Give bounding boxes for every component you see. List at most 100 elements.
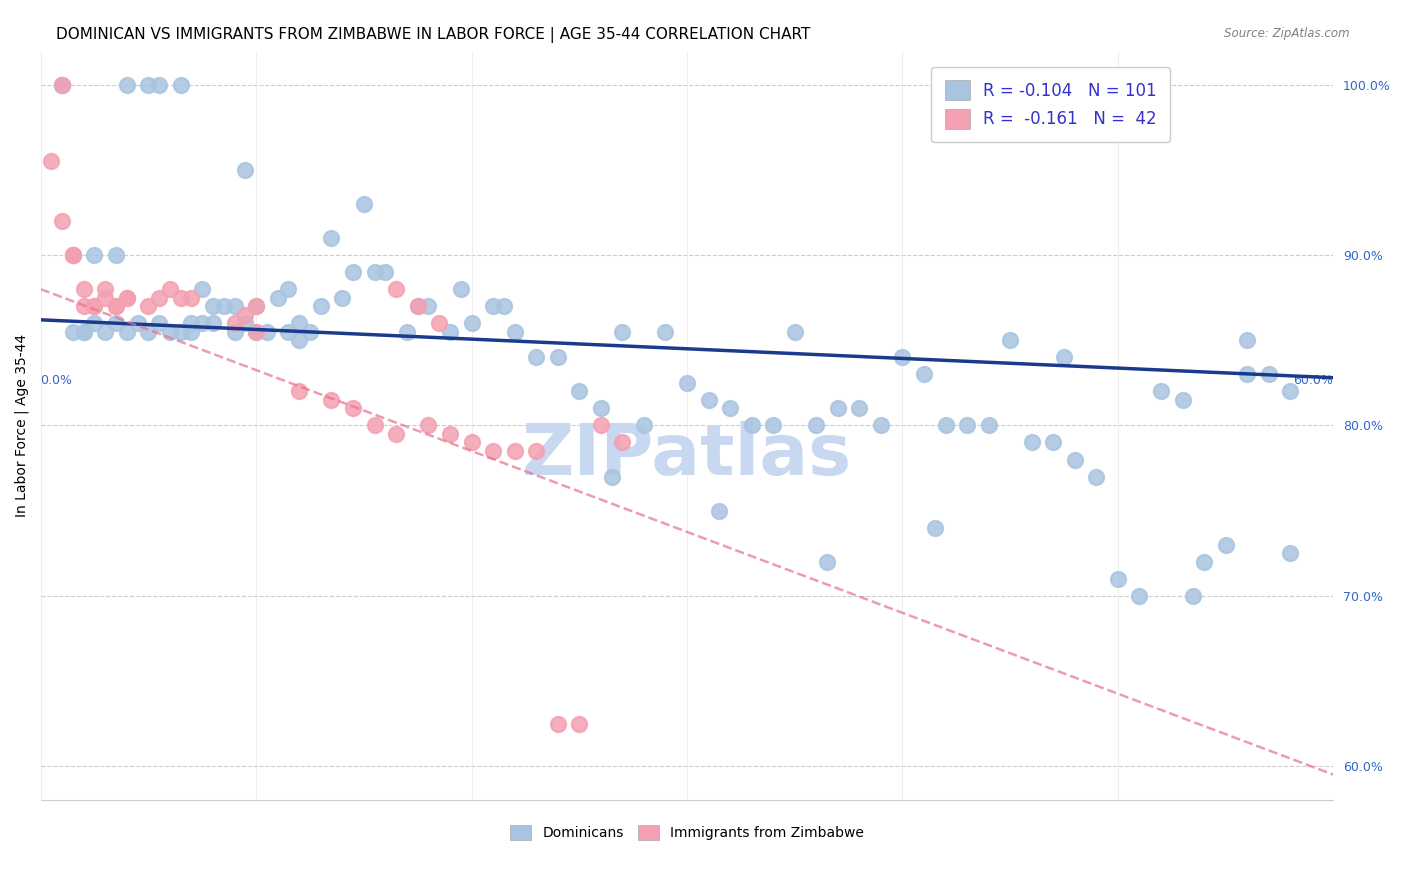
Point: [568, 384, 591, 399]
Point: [115, 291, 138, 305]
Point: [224, 299, 246, 313]
Point: [406, 299, 429, 313]
Point: [783, 325, 806, 339]
Point: [460, 316, 482, 330]
Point: [848, 401, 870, 416]
Point: [169, 78, 191, 92]
Point: [83, 316, 105, 330]
Point: [1042, 435, 1064, 450]
Point: [482, 444, 505, 458]
Point: [277, 325, 299, 339]
Point: [1192, 555, 1215, 569]
Point: [633, 418, 655, 433]
Text: 0.0%: 0.0%: [41, 375, 73, 387]
Point: [159, 325, 181, 339]
Point: [288, 316, 311, 330]
Point: [547, 351, 569, 365]
Point: [62, 325, 84, 339]
Point: [245, 299, 267, 313]
Point: [524, 444, 547, 458]
Text: ZIPatlas: ZIPatlas: [522, 421, 852, 490]
Point: [148, 316, 170, 330]
Text: Source: ZipAtlas.com: Source: ZipAtlas.com: [1225, 27, 1350, 40]
Point: [73, 299, 96, 313]
Point: [138, 299, 160, 313]
Point: [148, 78, 170, 92]
Point: [676, 376, 699, 390]
Point: [806, 418, 828, 433]
Point: [762, 418, 785, 433]
Point: [1107, 572, 1129, 586]
Point: [439, 325, 461, 339]
Point: [224, 325, 246, 339]
Point: [105, 316, 128, 330]
Point: [298, 325, 321, 339]
Point: [709, 503, 731, 517]
Point: [654, 325, 676, 339]
Point: [51, 78, 73, 92]
Point: [1053, 351, 1076, 365]
Point: [342, 265, 364, 279]
Point: [439, 426, 461, 441]
Point: [589, 401, 612, 416]
Point: [41, 154, 63, 169]
Point: [180, 316, 202, 330]
Point: [330, 291, 353, 305]
Point: [1215, 538, 1237, 552]
Point: [233, 316, 256, 330]
Point: [568, 716, 591, 731]
Point: [1128, 589, 1150, 603]
Point: [363, 265, 385, 279]
Point: [321, 392, 343, 407]
Point: [233, 308, 256, 322]
Point: [935, 418, 957, 433]
Point: [1150, 384, 1173, 399]
Point: [1085, 469, 1108, 483]
Point: [1063, 452, 1085, 467]
Point: [245, 325, 267, 339]
Point: [741, 418, 763, 433]
Point: [1021, 435, 1043, 450]
Point: [224, 316, 246, 330]
Point: [138, 78, 160, 92]
Point: [83, 248, 105, 262]
Point: [83, 299, 105, 313]
Point: [374, 265, 396, 279]
Point: [418, 418, 440, 433]
Point: [321, 231, 343, 245]
Point: [51, 214, 73, 228]
Point: [127, 316, 149, 330]
Point: [395, 325, 418, 339]
Point: [159, 282, 181, 296]
Point: [1236, 368, 1258, 382]
Point: [1182, 589, 1205, 603]
Point: [385, 426, 408, 441]
Point: [233, 162, 256, 177]
Point: [138, 325, 160, 339]
Point: [169, 325, 191, 339]
Point: [51, 78, 73, 92]
Point: [115, 291, 138, 305]
Text: 60.0%: 60.0%: [1294, 375, 1333, 387]
Point: [589, 418, 612, 433]
Point: [612, 435, 634, 450]
Point: [815, 555, 838, 569]
Point: [547, 716, 569, 731]
Point: [427, 316, 450, 330]
Point: [503, 444, 526, 458]
Point: [1279, 384, 1302, 399]
Point: [612, 325, 634, 339]
Point: [201, 316, 224, 330]
Point: [62, 248, 84, 262]
Point: [460, 435, 482, 450]
Point: [870, 418, 893, 433]
Point: [256, 325, 278, 339]
Point: [169, 291, 191, 305]
Point: [94, 325, 117, 339]
Point: [912, 368, 935, 382]
Point: [1171, 392, 1194, 407]
Point: [492, 299, 515, 313]
Point: [891, 351, 914, 365]
Point: [277, 282, 299, 296]
Legend: Dominicans, Immigrants from Zimbabwe: Dominicans, Immigrants from Zimbabwe: [505, 820, 869, 846]
